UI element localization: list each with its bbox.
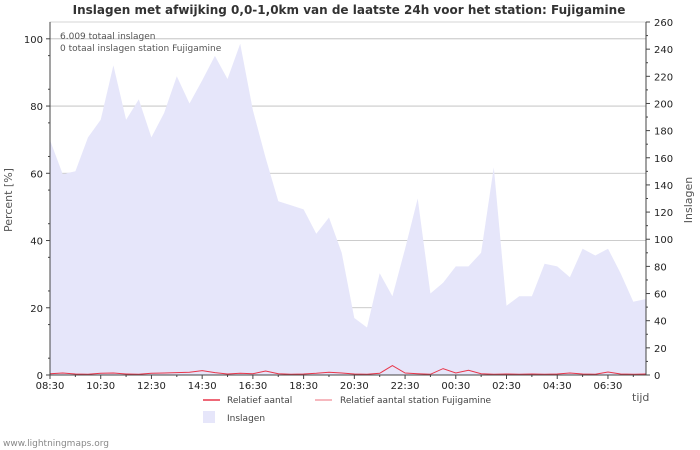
right-tick-label: 140: [654, 181, 673, 192]
x-tick-label: 04:30: [543, 381, 572, 392]
right-tick-label: 260: [654, 18, 673, 29]
x-tick-label: 00:30: [441, 381, 470, 392]
legend-label-inslagen: Inslagen: [227, 414, 265, 424]
left-tick-label: 100: [24, 35, 43, 46]
x-tick-label: 02:30: [492, 381, 521, 392]
left-tick-label: 0: [37, 371, 43, 382]
right-axis-ticks: 0 20 40 60 80 100 120 140 160 180 200 220 240 260: [646, 18, 673, 382]
left-tick-label: 20: [30, 304, 43, 315]
left-tick-label: 40: [30, 237, 43, 248]
y-axis-label-left: Percent [%]: [2, 168, 15, 232]
left-axis-ticks: 0 20 40 60 80 100: [24, 35, 50, 382]
legend-swatch-inslagen: [203, 411, 215, 423]
x-tick-label: 06:30: [594, 381, 623, 392]
x-tick-label: 14:30: [188, 381, 217, 392]
annotation-station-strikes: 0 totaal inslagen station Fujigamine: [60, 44, 222, 54]
y-axis-label-right: Inslagen: [682, 177, 695, 223]
right-tick-label: 240: [654, 45, 673, 56]
right-tick-label: 100: [654, 235, 673, 246]
right-tick-label: 60: [654, 290, 667, 301]
right-tick-label: 180: [654, 127, 673, 138]
chart-title: Inslagen met afwijking 0,0-1,0km van de …: [73, 3, 626, 17]
legend-label-station: Relatief aantal station Fujigamine: [340, 396, 492, 406]
x-tick-label: 08:30: [36, 381, 65, 392]
right-tick-label: 0: [654, 371, 660, 382]
right-tick-label: 80: [654, 262, 667, 273]
x-tick-label: 16:30: [238, 381, 267, 392]
x-tick-label: 20:30: [340, 381, 369, 392]
legend-label-relatief: Relatief aantal: [227, 396, 292, 406]
right-tick-label: 200: [654, 99, 673, 110]
right-tick-label: 160: [654, 154, 673, 165]
right-tick-label: 40: [654, 317, 667, 328]
x-tick-label: 18:30: [289, 381, 318, 392]
x-axis-label: tijd: [632, 391, 649, 404]
left-tick-label: 60: [30, 169, 43, 180]
x-axis-ticks: 08:30 10:30 12:30 14:30 16:30 18:30 20:30 22:30…: [36, 375, 634, 392]
right-tick-label: 20: [654, 344, 667, 355]
watermark: www.lightningmaps.org: [3, 439, 109, 449]
legend: Relatief aantal Relatief aantal station …: [203, 396, 492, 424]
right-tick-label: 120: [654, 208, 673, 219]
x-tick-label: 12:30: [137, 381, 166, 392]
relatief-aantal-line: [49, 365, 647, 375]
left-tick-label: 80: [30, 102, 43, 113]
annotation-total-strikes: 6.009 totaal inslagen: [60, 32, 155, 42]
x-tick-label: 10:30: [86, 381, 115, 392]
inslagen-area: [50, 43, 646, 375]
x-tick-label: 22:30: [391, 381, 420, 392]
right-tick-label: 220: [654, 72, 673, 83]
